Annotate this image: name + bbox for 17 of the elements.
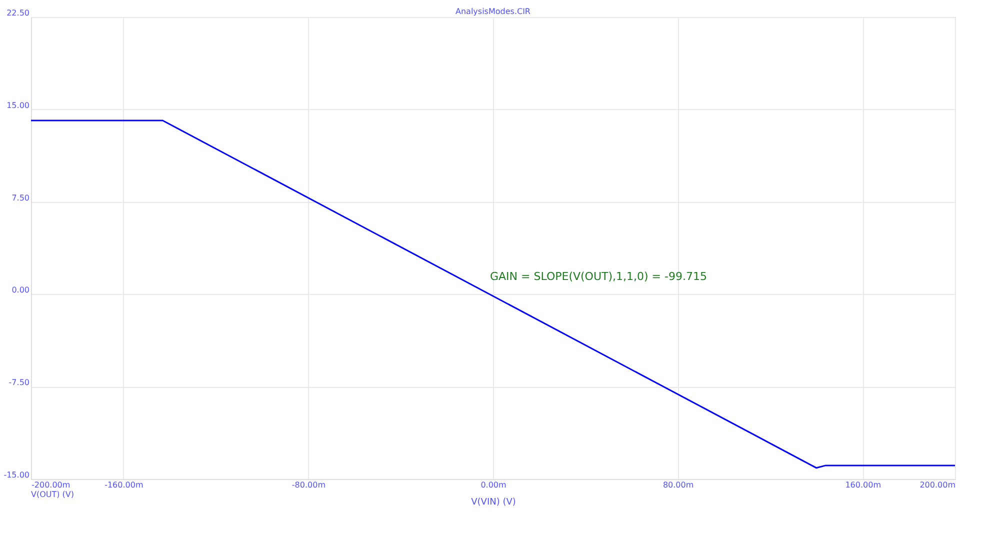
x-tick-label: 200.00m <box>920 480 956 490</box>
y-tick-label: 0.00 <box>12 286 30 295</box>
y-tick-label: -7.50 <box>8 378 30 388</box>
y-tick-label: 7.50 <box>12 193 30 202</box>
x-tick-label: -160.00m <box>104 480 144 490</box>
x-axis-title: V(VIN) (V) <box>471 498 516 508</box>
x-tick-label: 80.00m <box>662 480 694 490</box>
text: V(OUT) (V) <box>31 490 74 499</box>
x-tick-label: 0.00m <box>480 480 507 490</box>
x-tick-label: -80.00m <box>292 480 326 490</box>
y-tick-label: -15.00 <box>4 470 30 480</box>
annotation: GAIN = SLOPE(V(OUT),1,1,0) = -99.715 <box>490 270 707 283</box>
y-tick-label: 22.50 <box>6 8 30 18</box>
x-tick-label: 160.00m <box>845 480 882 490</box>
chart-title: AnalysisModes.CIR <box>456 7 531 16</box>
x-tick-label: -200.00m <box>32 480 70 490</box>
y-tick-label: 15.00 <box>6 100 30 110</box>
